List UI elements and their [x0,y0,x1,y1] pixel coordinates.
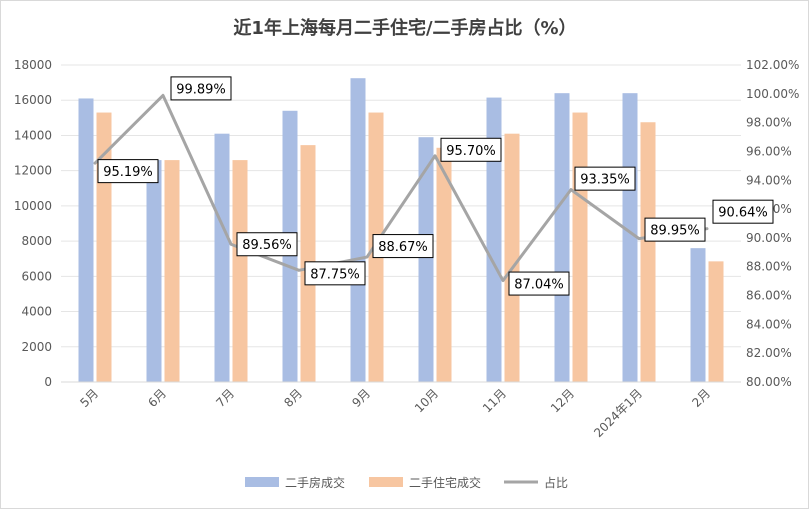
x-axis: 5月 6月 7月 8月 9月 10月 11月 12月 2024年1月 2月 [61,381,741,440]
left-tick-label: 12000 [14,164,52,178]
right-tick-label: 98.00% [746,116,792,130]
left-tick-label: 18000 [14,58,52,72]
data-label: 90.64% [718,206,768,221]
x-tick-label: 5月 [77,386,101,410]
data-label: 99.89% [176,82,226,97]
right-tick-label: 94.00% [746,173,792,187]
data-label: 93.35% [580,173,630,188]
bar-secondhand-total [622,93,638,382]
x-tick-label: 2024年1月 [591,386,645,440]
legend-label: 二手房成交 [285,475,345,490]
data-label-box [97,159,159,184]
data-label-box [304,261,366,286]
bar-secondhand-residential [164,160,180,382]
left-axis: 0 2000 4000 6000 8000 10000 12000 14000 16000 180… [14,58,52,389]
x-tick-label: 6月 [145,386,169,410]
ratio-line-path [93,93,709,283]
data-label-box [372,234,434,259]
left-tick-label: 8000 [21,234,52,248]
data-label-box [574,166,636,191]
right-tick-label: 86.00% [746,289,792,303]
left-tick-label: 10000 [14,199,52,213]
bar-secondhand-total [486,97,502,382]
legend: 二手房成交 二手住宅成交 占比 [245,475,568,490]
bar-secondhand-total [418,137,434,382]
left-tick-label: 16000 [14,93,52,107]
bar-secondhand-total [146,160,162,382]
x-tick-label: 7月 [213,386,237,410]
right-tick-label: 80.00% [746,375,792,389]
x-tick-label: 10月 [412,386,441,415]
right-tick-label: 88.00% [746,260,792,274]
left-tick-label: 2000 [21,340,52,354]
data-label: 87.75% [310,267,360,282]
right-tick-label: 90.00% [746,231,792,245]
bar-secondhand-residential [436,147,452,382]
right-tick-label: 100.00% [746,87,799,101]
left-tick-label: 0 [44,375,52,389]
x-tick-label: 8月 [281,386,305,410]
x-tick-label: 11月 [480,386,509,415]
data-label: 88.67% [378,240,428,255]
bar-secondhand-residential [572,112,588,383]
data-label-box [508,271,570,296]
grid-lines [61,64,741,383]
bar-secondhand-residential [640,122,656,382]
x-tick-label: 12月 [548,386,577,415]
legend-swatch [369,477,403,487]
bars [78,78,724,383]
left-tick-label: 14000 [14,128,52,142]
right-tick-label: 84.00% [746,317,792,331]
x-tick-label: 9月 [349,386,373,410]
legend-label: 占比 [544,475,568,490]
left-tick-label: 4000 [21,305,52,319]
data-label: 89.95% [650,224,700,239]
bar-secondhand-total [350,78,366,382]
right-tick-label: 82.00% [746,346,792,360]
data-label: 95.19% [103,165,153,180]
data-label-box [644,217,706,242]
ratio-line [93,93,709,283]
bar-secondhand-residential [232,160,248,382]
legend-label: 二手住宅成交 [409,475,481,490]
bar-secondhand-total [690,248,706,382]
data-label-box [712,199,774,224]
right-tick-label: 102.00% [746,58,799,72]
data-label-box [170,76,232,101]
chart-title: 近1年上海每月二手住宅/二手房占比（%） [233,17,576,39]
data-labels: 95.19% 99.89% 89.56% 87.75% 88.67% 95.70% 87.0… [97,76,774,296]
x-tick-label: 2月 [689,386,713,410]
bar-secondhand-total [214,133,230,382]
right-tick-label: 96.00% [746,144,792,158]
bar-secondhand-residential [504,133,520,382]
right-axis: 80.00%82.00%84.00%86.00%88.00%90.00%92.0… [746,58,799,389]
bar-secondhand-residential [708,261,724,382]
legend-swatch [245,477,279,487]
bar-secondhand-total [554,93,570,382]
data-label: 87.04% [514,278,564,293]
data-label-box [440,137,502,162]
bar-secondhand-total [78,98,94,382]
data-label: 95.70% [446,144,496,159]
left-tick-label: 6000 [21,269,52,283]
data-label-box [236,232,298,257]
data-label: 89.56% [242,238,292,253]
